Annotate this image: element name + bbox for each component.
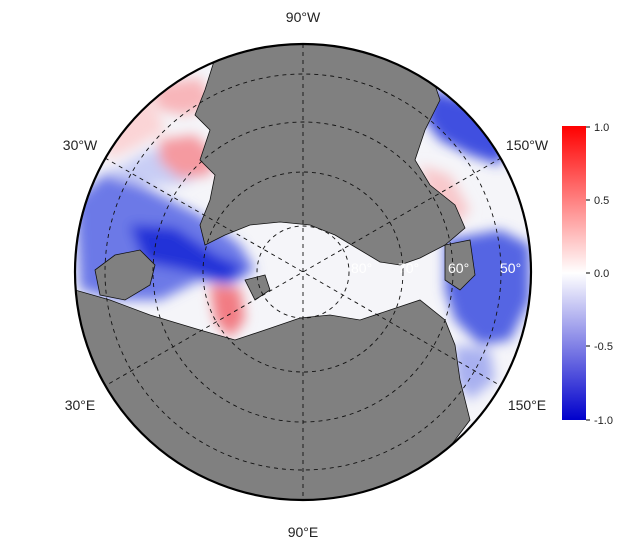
colorbar-gradient [562, 126, 586, 420]
lat-label-70: 70° [398, 260, 419, 276]
colorbar-tick-label: -1.0 [594, 415, 613, 427]
land-north-america-greenland [194, 44, 466, 266]
land-alaska-east [444, 239, 476, 291]
lon-label-top: 90°W [286, 9, 321, 25]
anomaly-blue-pacific [425, 90, 510, 165]
lon-label-lower-right: 150°E [508, 397, 546, 413]
map-outline [73, 42, 533, 502]
latitude-labels: 80° 70° 60° 50° [351, 260, 521, 276]
colorbar-ticks [586, 126, 590, 421]
lat-label-60: 60° [448, 260, 469, 276]
land-scandinavia [94, 249, 156, 301]
lon-label-upper-left: 30°W [63, 137, 98, 153]
graticule [104, 44, 502, 500]
colorbar-tick-label: 0.0 [594, 268, 609, 280]
lat-label-80: 80° [351, 260, 372, 276]
map-disc [75, 44, 531, 500]
colorbar-tick-label: 0.5 [594, 195, 609, 207]
longitude-labels: 90°W 90°E 30°W 150°W 30°E 150°E [63, 9, 549, 540]
anomaly-darkblue-atlantic [130, 225, 245, 282]
lon-label-upper-right: 150°W [506, 137, 549, 153]
land-masses [75, 44, 476, 500]
land-novaya-zemlya [244, 274, 271, 301]
anomaly-red-greenland-sea [160, 135, 215, 178]
anomaly-red-barents [210, 285, 245, 338]
colorbar-tick-label: -0.5 [594, 341, 613, 353]
parallel-70 [202, 171, 404, 373]
lon-label-lower-left: 30°E [65, 397, 96, 413]
lon-label-bottom: 90°E [288, 524, 319, 540]
colorbar: 1.0 0.5 0.0 -0.5 -1.0 [562, 122, 613, 427]
parallel-50 [104, 73, 502, 471]
colorbar-tick-label: 1.0 [594, 122, 609, 134]
lat-label-50: 50° [500, 260, 521, 276]
